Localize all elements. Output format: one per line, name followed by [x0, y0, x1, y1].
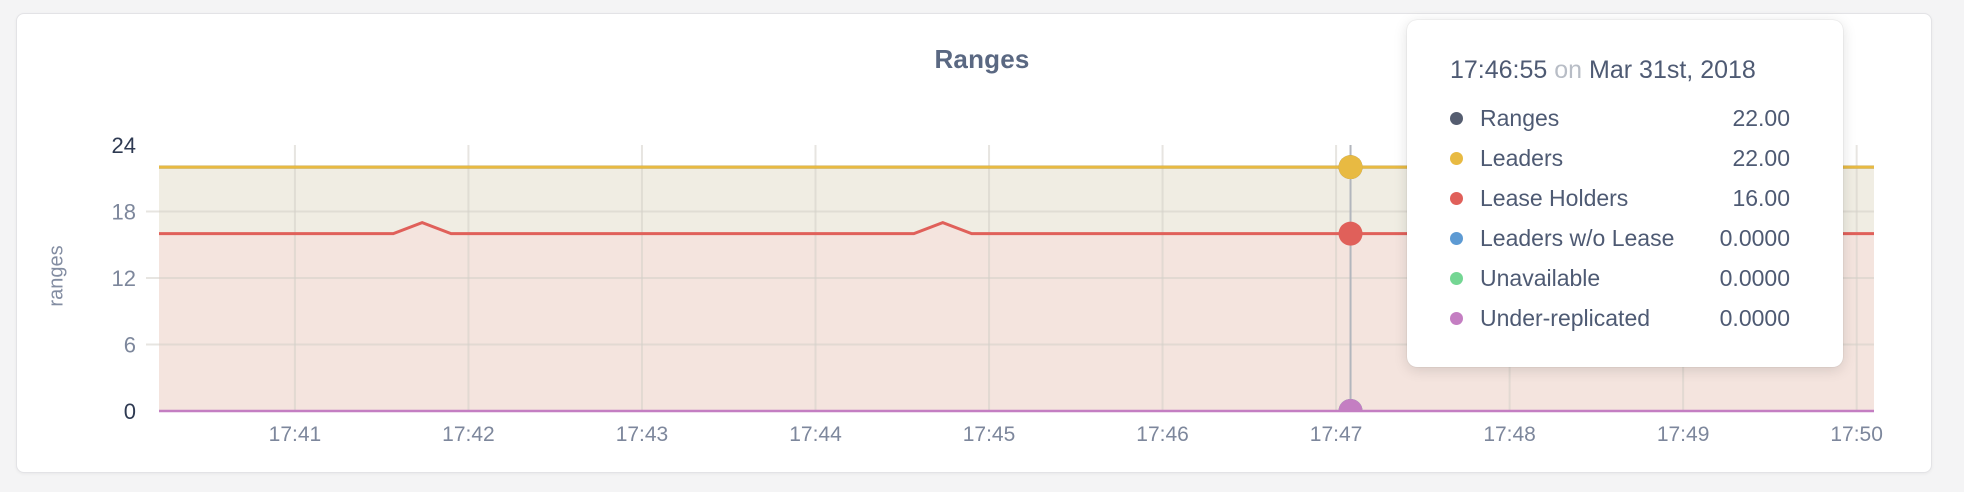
tooltip-series-value: 0.0000: [1719, 224, 1790, 251]
x-tick-label: 17:43: [616, 423, 669, 446]
y-tick-label: 6: [124, 333, 136, 358]
tooltip-row-under-replicated: Under-replicated 0.0000: [1450, 298, 1790, 338]
x-tick-label: 17:44: [789, 423, 842, 446]
tooltip-series-value: 0.0000: [1719, 264, 1790, 291]
tooltip-series-value: 16.00: [1732, 184, 1790, 211]
tooltip-series-list: Ranges 22.00 Leaders 22.00 Lease Holders 16.0…: [1450, 98, 1790, 338]
y-tick-label: 24: [112, 133, 136, 158]
x-tick-label: 17:41: [269, 423, 322, 446]
tooltip-conjunction: on: [1554, 56, 1583, 84]
tooltip-series-label: Leaders w/o Lease: [1480, 224, 1675, 251]
x-tick-label: 17:50: [1830, 423, 1883, 446]
hover-dot-leaders: [1338, 155, 1363, 180]
tooltip-header: 17:46:55 on Mar 31st, 2018: [1450, 56, 1790, 85]
x-tick-label: 17:45: [963, 423, 1016, 446]
x-tick-label: 17:42: [442, 423, 495, 446]
y-tick-label: 0: [124, 399, 136, 424]
tooltip-time: 17:46:55: [1450, 56, 1548, 84]
tooltip-series-value: 22.00: [1732, 104, 1790, 131]
series-line-lease-holders: [159, 220, 1874, 236]
x-tick-label: 17:48: [1483, 423, 1536, 446]
x-tick-label: 17:46: [1136, 423, 1189, 446]
series-color-dot-icon: [1450, 231, 1463, 245]
hover-tooltip: 17:46:55 on Mar 31st, 2018 Ranges 22.00 Le…: [1407, 20, 1843, 367]
tooltip-series-value: 0.0000: [1719, 304, 1790, 331]
tooltip-series-label: Leaders: [1480, 144, 1564, 171]
y-tick-label: 18: [112, 200, 136, 225]
tooltip-row-leaders: Leaders 22.00: [1450, 138, 1790, 178]
tooltip-series-label: Unavailable: [1480, 264, 1601, 291]
tooltip-series-value: 22.00: [1732, 144, 1790, 171]
series-color-dot-icon: [1450, 311, 1463, 325]
tooltip-row-leaders-w-o-lease: Leaders w/o Lease 0.0000: [1450, 218, 1790, 258]
chart-title: Ranges: [934, 44, 1030, 74]
tooltip-series-label: Ranges: [1480, 104, 1560, 131]
hover-dot-under-replicated: [1338, 399, 1363, 411]
series-color-dot-icon: [1450, 111, 1463, 125]
tooltip-date: Mar 31st, 2018: [1589, 56, 1756, 84]
x-tick-label: 17:49: [1657, 423, 1710, 446]
series-color-dot-icon: [1450, 151, 1463, 165]
x-tick-label: 17:47: [1310, 423, 1363, 446]
tooltip-series-label: Under-replicated: [1480, 304, 1651, 331]
tooltip-row-lease-holders: Lease Holders 16.00: [1450, 178, 1790, 218]
y-tick-label: 12: [112, 266, 136, 291]
series-color-dot-icon: [1450, 271, 1463, 285]
tooltip-row-unavailable: Unavailable 0.0000: [1450, 258, 1790, 298]
series-color-dot-icon: [1450, 191, 1463, 205]
tooltip-series-label: Lease Holders: [1480, 184, 1629, 211]
hover-dot-lease-holders: [1338, 221, 1363, 246]
tooltip-row-ranges: Ranges 22.00: [1450, 98, 1790, 138]
